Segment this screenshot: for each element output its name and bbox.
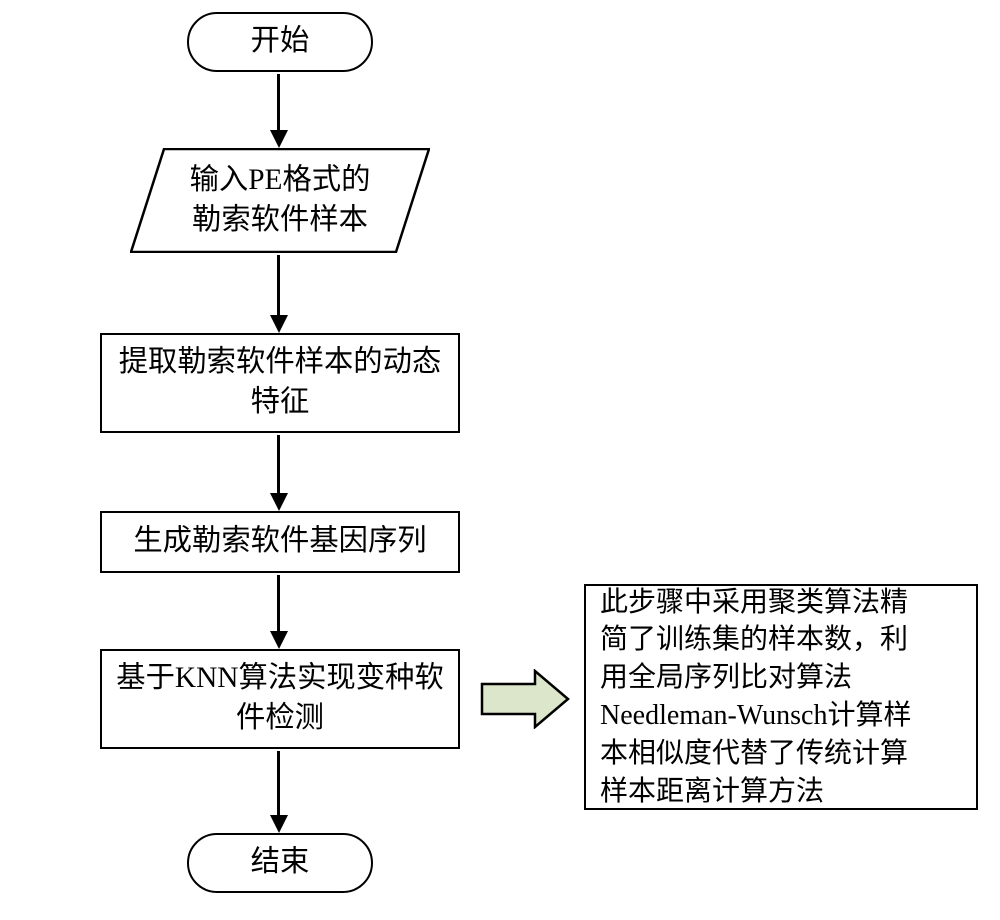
arrow-3-head <box>270 493 288 511</box>
node-start: 开始 <box>187 12 373 72</box>
big-arrow-icon <box>480 669 570 729</box>
node-detect-line2: 件检测 <box>236 702 324 734</box>
annotation-line1: 此步骤中采用聚类算法精 <box>600 587 908 618</box>
arrow-5-line <box>277 751 280 817</box>
node-end: 结束 <box>187 833 373 893</box>
node-extract-line1: 提取勒索软件样本的动态 <box>119 346 442 378</box>
annotation-line4: Needleman-Wunsch计算样 <box>600 700 911 731</box>
annotation-line3: 用全局序列比对算法 <box>600 662 852 693</box>
annotation-line5: 本相似度代替了传统计算 <box>600 738 908 769</box>
node-detect: 基于KNN算法实现变种软 件检测 <box>100 649 460 749</box>
arrow-1-line <box>277 74 280 132</box>
arrow-1-head <box>270 130 288 148</box>
node-input-text: 输入PE格式的 勒索软件样本 <box>190 161 371 240</box>
node-generate-label: 生成勒索软件基因序列 <box>133 522 426 562</box>
diagram-canvas: 开始 输入PE格式的 勒索软件样本 提取勒索软件样本的动态 特征 生成勒索软件基… <box>0 0 1000 920</box>
node-detect-line1: 基于KNN算法实现变种软 <box>116 662 444 694</box>
node-generate: 生成勒索软件基因序列 <box>100 511 460 573</box>
arrow-4-line <box>277 575 280 633</box>
arrow-4-head <box>270 631 288 649</box>
annotation-line6: 样本距离计算方法 <box>600 776 824 807</box>
arrow-2-head <box>270 315 288 333</box>
annotation-line2: 简了训练集的样本数，利 <box>600 624 908 655</box>
node-extract-line2: 特征 <box>251 386 310 418</box>
arrow-5-head <box>270 815 288 833</box>
node-start-label: 开始 <box>251 22 310 62</box>
node-input: 输入PE格式的 勒索软件样本 <box>130 148 430 253</box>
annotation-text: 此步骤中采用聚类算法精 简了训练集的样本数，利 用全局序列比对算法 Needle… <box>600 584 911 811</box>
node-extract-text: 提取勒索软件样本的动态 特征 <box>119 343 442 422</box>
node-detect-text: 基于KNN算法实现变种软 件检测 <box>116 659 444 738</box>
node-input-line1: 输入PE格式的 <box>190 164 371 196</box>
arrow-2-line <box>277 255 280 317</box>
node-input-line2: 勒索软件样本 <box>192 204 368 236</box>
node-annotation: 此步骤中采用聚类算法精 简了训练集的样本数，利 用全局序列比对算法 Needle… <box>584 584 978 810</box>
big-arrow <box>480 669 570 729</box>
arrow-3-line <box>277 435 280 495</box>
node-end-label: 结束 <box>251 843 310 883</box>
node-extract: 提取勒索软件样本的动态 特征 <box>100 333 460 433</box>
